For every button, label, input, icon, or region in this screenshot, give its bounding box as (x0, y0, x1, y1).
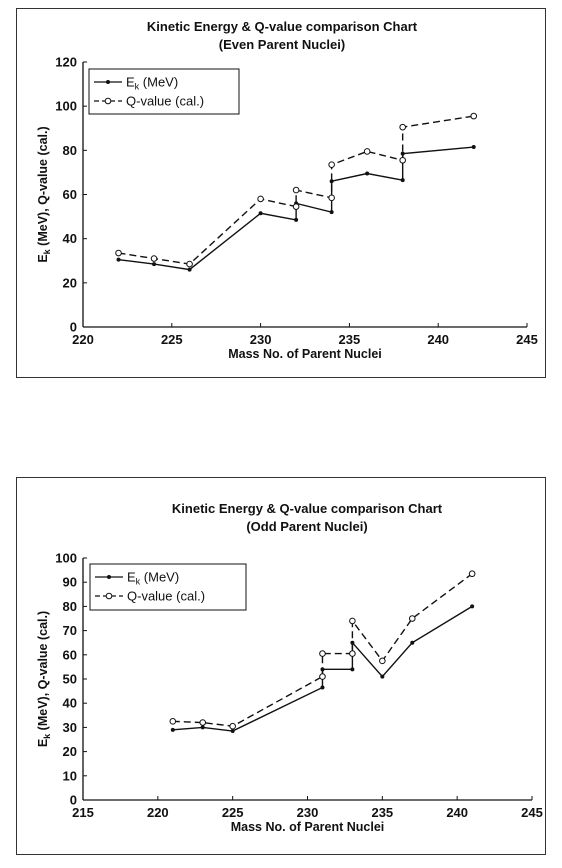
q-value-data-point (329, 195, 335, 201)
q-value-data-point (364, 149, 370, 155)
y-tick-label: 20 (63, 744, 77, 759)
ek-data-point (231, 729, 235, 733)
legend-label-0: Ek (MeV) (126, 75, 178, 92)
y-tick-label: 50 (63, 672, 77, 687)
legend-marker-open (106, 593, 112, 599)
y-tick-label: 90 (63, 575, 77, 590)
chart-panel-odd: Kinetic Energy & Q-value comparison Char… (16, 477, 546, 855)
legend-marker-filled (106, 80, 110, 84)
q-value-data-point (293, 187, 299, 193)
y-tick-label: 20 (63, 275, 77, 290)
ek-data-point (171, 728, 175, 732)
q-value-data-point (258, 196, 264, 202)
y-tick-label: 80 (63, 599, 77, 614)
legend-marker-open (105, 98, 111, 104)
chart-subtitle: (Even Parent Nuclei) (219, 37, 345, 52)
q-value-data-point (400, 157, 406, 163)
y-tick-label: 80 (63, 143, 77, 158)
ek-data-point (380, 675, 384, 679)
x-tick-label: 240 (446, 805, 468, 820)
y-tick-label: 100 (55, 99, 77, 114)
x-axis-label: Mass No. of Parent Nuclei (228, 347, 382, 361)
y-tick-label: 10 (63, 768, 77, 783)
ek-data-point (470, 604, 474, 608)
ek-data-point (472, 145, 476, 149)
q-value-data-point (170, 719, 176, 725)
x-tick-label: 235 (339, 332, 361, 347)
ek-data-point (188, 268, 192, 272)
chart-title: Kinetic Energy & Q-value comparison Char… (172, 501, 443, 516)
y-tick-label: 60 (63, 647, 77, 662)
chart-odd-svg: Kinetic Energy & Q-value comparison Char… (17, 478, 547, 856)
q-value-data-point (380, 658, 386, 664)
q-value-data-point (200, 720, 206, 726)
y-tick-label: 60 (63, 187, 77, 202)
legend-label-1: Q-value (cal.) (127, 589, 205, 604)
x-tick-label: 240 (427, 332, 449, 347)
q-value-data-point (230, 723, 236, 729)
x-tick-label: 220 (147, 805, 169, 820)
q-value-data-point (329, 162, 335, 168)
chart-even-svg: Kinetic Energy & Q-value comparison Char… (17, 9, 547, 379)
x-tick-label: 215 (72, 805, 94, 820)
y-tick-label: 100 (55, 551, 77, 566)
ek-data-point (117, 258, 121, 262)
ek-data-point (410, 641, 414, 645)
chart-panel-even: Kinetic Energy & Q-value comparison Char… (16, 8, 546, 378)
x-tick-label: 245 (516, 332, 538, 347)
ek-data-point (401, 152, 405, 156)
q-value-data-point (400, 124, 406, 130)
ek-data-point (201, 725, 205, 729)
q-value-data-point (187, 261, 193, 267)
ek-data-point (365, 172, 369, 176)
legend-marker-filled (107, 575, 111, 579)
q-value-data-point (320, 651, 326, 657)
ek-data-point (259, 211, 263, 215)
q-value-data-point (350, 618, 356, 624)
ek-data-point (350, 667, 354, 671)
y-axis-label: Ek (MeV), Q-value (cal.) (36, 126, 52, 262)
y-tick-label: 120 (55, 55, 77, 70)
q-value-data-point (409, 616, 415, 622)
x-tick-label: 235 (371, 805, 393, 820)
legend-label-0: Ek (MeV) (127, 570, 179, 587)
y-tick-label: 30 (63, 720, 77, 735)
q-value-data-point (469, 571, 475, 577)
x-tick-label: 245 (521, 805, 543, 820)
q-value-data-point (320, 674, 326, 680)
y-axis-label: Ek (MeV), Q-value (cal.) (36, 611, 52, 747)
q-value-data-point (350, 651, 356, 657)
ek-data-point (294, 218, 298, 222)
x-axis-label: Mass No. of Parent Nuclei (231, 820, 385, 834)
q-value-data-point (293, 204, 299, 210)
x-tick-label: 230 (297, 805, 319, 820)
x-tick-label: 220 (72, 332, 94, 347)
q-value-data-point (471, 113, 477, 119)
y-tick-label: 70 (63, 623, 77, 638)
chart-subtitle: (Odd Parent Nuclei) (246, 519, 367, 534)
x-tick-label: 230 (250, 332, 272, 347)
x-tick-label: 225 (161, 332, 183, 347)
x-tick-label: 225 (222, 805, 244, 820)
q-value-data-point (116, 250, 122, 256)
ek-data-point (330, 210, 334, 214)
q-value-data-point (151, 256, 157, 262)
legend-label-1: Q-value (cal.) (126, 94, 204, 109)
y-tick-label: 40 (63, 231, 77, 246)
ek-data-point (320, 685, 324, 689)
y-tick-label: 40 (63, 696, 77, 711)
ek-data-point (152, 262, 156, 266)
chart-title: Kinetic Energy & Q-value comparison Char… (147, 19, 418, 34)
ek-data-point (401, 178, 405, 182)
